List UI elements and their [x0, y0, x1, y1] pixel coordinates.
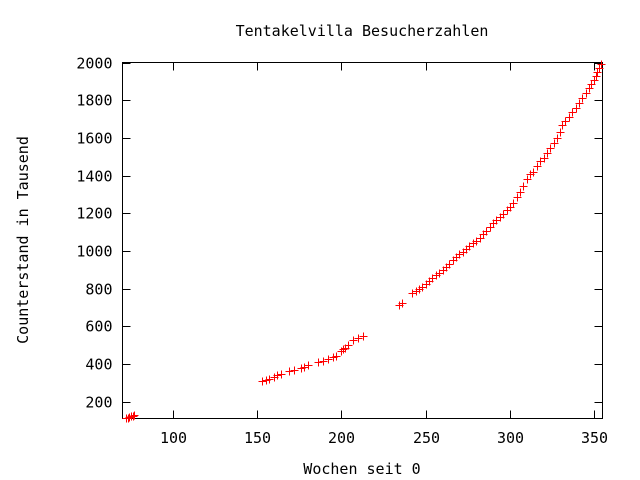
plot-frame [122, 62, 603, 419]
data-point [499, 210, 508, 219]
data-point [595, 64, 604, 73]
y-axis-label: Counterstand in Tausend [14, 136, 32, 344]
y-tick-label: 2000 [76, 55, 112, 73]
chart-title: Tentakelvilla Besucherzahlen [236, 22, 489, 40]
x-tick-label: 250 [413, 429, 440, 447]
data-point [575, 99, 584, 108]
data-point [265, 375, 274, 384]
data-point [359, 332, 368, 341]
data-point [129, 412, 138, 421]
data-point [482, 227, 491, 236]
data-point [445, 260, 454, 269]
y-tick-label: 1800 [76, 92, 112, 110]
data-point [593, 68, 602, 77]
y-tick-label: 400 [85, 356, 112, 374]
data-point [516, 188, 525, 197]
data-point [509, 199, 518, 208]
data-point [543, 149, 552, 158]
data-point [572, 104, 581, 113]
data-point [408, 289, 417, 298]
x-axis-label: Wochen seit 0 [303, 460, 420, 478]
data-point [597, 60, 606, 69]
data-point [285, 367, 294, 376]
x-tick-label: 150 [244, 429, 271, 447]
data-point [578, 94, 587, 103]
data-point [332, 352, 341, 361]
data-point [565, 113, 574, 122]
data-point [304, 361, 313, 370]
data-point [513, 193, 522, 202]
data-point [523, 175, 532, 184]
data-point [344, 341, 353, 350]
data-point [553, 134, 562, 143]
data-point [339, 345, 348, 354]
data-point [324, 355, 333, 364]
data-point [319, 357, 328, 366]
y-tick-label: 600 [85, 318, 112, 336]
y-tick-label: 1400 [76, 168, 112, 186]
x-tick-label: 200 [328, 429, 355, 447]
x-tick-label: 100 [160, 429, 187, 447]
data-point [556, 128, 565, 137]
x-axis: 100 150 200 250 300 350 [160, 62, 608, 447]
data-point [258, 377, 267, 386]
data-point [533, 162, 542, 171]
data-point [125, 413, 134, 422]
data-point [130, 411, 139, 420]
x-tick-label: 300 [497, 429, 524, 447]
data-point [540, 154, 549, 163]
data-point [354, 334, 363, 343]
data-points [122, 60, 606, 423]
data-point [561, 117, 570, 126]
data-point [529, 168, 538, 177]
data-point [519, 182, 528, 191]
data-point [349, 336, 358, 345]
y-tick-label: 800 [85, 281, 112, 299]
data-point [590, 76, 599, 85]
data-point [592, 72, 601, 81]
y-axis: 200 400 600 800 1000 1200 1400 1600 1800 2000 [76, 55, 603, 412]
data-point [585, 84, 594, 93]
data-point [277, 370, 286, 379]
y-tick-label: 1600 [76, 130, 112, 148]
y-tick-label: 1200 [76, 205, 112, 223]
data-point [398, 299, 407, 308]
data-point [290, 366, 299, 375]
data-point [300, 363, 309, 372]
data-point [568, 108, 577, 117]
data-point [273, 371, 282, 380]
data-point [550, 139, 559, 148]
y-tick-label: 200 [85, 394, 112, 412]
data-point [314, 358, 323, 367]
data-point [455, 250, 464, 259]
x-tick-label: 350 [581, 429, 608, 447]
data-point [546, 144, 555, 153]
data-point [582, 89, 591, 98]
y-tick-label: 1000 [76, 243, 112, 261]
